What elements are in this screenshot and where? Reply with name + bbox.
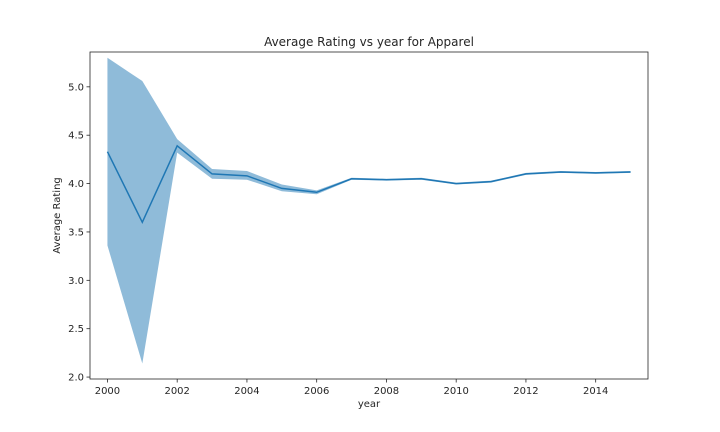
x-tick-label: 2014	[583, 386, 608, 397]
y-tick-label: 2.5	[68, 324, 84, 335]
y-tick-label: 4.0	[68, 179, 84, 190]
x-axis-label: year	[358, 399, 381, 410]
x-tick-label: 2002	[164, 386, 189, 397]
x-tick-label: 2010	[443, 386, 468, 397]
y-tick-label: 4.5	[68, 131, 84, 142]
x-tick-label: 2012	[513, 386, 538, 397]
plot-frame	[89, 51, 649, 380]
x-tick-label: 2006	[304, 386, 329, 397]
x-tick-label: 2004	[234, 386, 259, 397]
series-line	[106, 144, 631, 225]
y-tick-label: 2.0	[68, 373, 84, 384]
x-tick-label: 2000	[95, 386, 120, 397]
x-tick-label: 2008	[374, 386, 399, 397]
chart-title: Average Rating vs year for Apparel	[264, 35, 474, 49]
plot-area	[106, 57, 631, 364]
x-axis: 2000 2002 2004 2006 2008 2010 2012 2014	[95, 379, 608, 397]
y-tick-label: 3.0	[68, 276, 84, 287]
y-tick-label: 3.5	[68, 227, 84, 238]
y-axis: 2.0 2.5 3.0 3.5 4.0 4.5 5.0	[68, 82, 90, 384]
confidence-band	[107, 57, 631, 364]
y-tick-label: 5.0	[68, 82, 84, 93]
y-axis-label: Average Rating	[52, 177, 63, 253]
